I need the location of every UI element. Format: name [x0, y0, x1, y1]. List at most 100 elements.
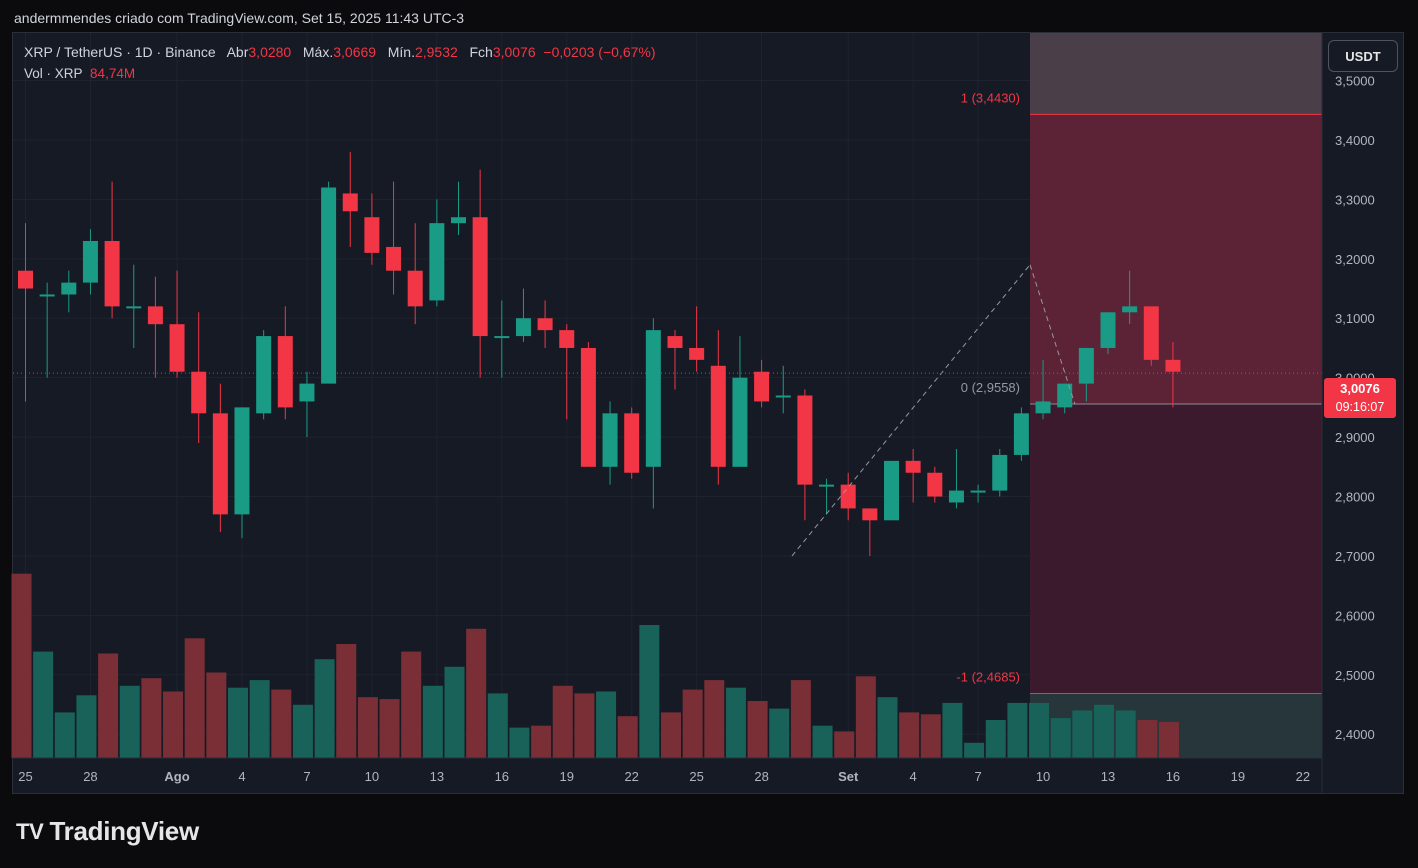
volume-bar [617, 716, 638, 758]
time-tick-label: 4 [238, 769, 245, 784]
candle-body [775, 395, 791, 398]
symbol-label[interactable]: XRP / TetherUS · 1D · Binance [24, 44, 216, 60]
volume-bar [249, 680, 270, 758]
candles [18, 151, 1181, 556]
fib-level-label: -1 (2,4685) [956, 670, 1020, 685]
volume-bar [964, 742, 985, 758]
volume-bar [899, 712, 920, 758]
last-price-tag: 3,0076 09:16:07 [1324, 378, 1396, 418]
volume-bar [184, 638, 205, 758]
time-tick-label: Set [838, 769, 859, 784]
candle-body [1057, 383, 1073, 408]
volume-bar [379, 699, 400, 758]
price-tick-label: 2,5000 [1335, 668, 1375, 683]
volume-bar [98, 653, 119, 758]
candle-body [580, 347, 596, 467]
open-value: 3,0280 [248, 44, 292, 60]
candle-body [429, 223, 445, 301]
volume-bar [76, 695, 97, 758]
volume-bar [1072, 710, 1093, 758]
candle-body [256, 336, 272, 414]
candle-body [927, 472, 943, 497]
fib-level-label: 1 (3,4430) [961, 90, 1020, 105]
trend-line [1029, 264, 1076, 405]
candle-body [515, 318, 531, 337]
time-tick-label: 19 [1231, 769, 1245, 784]
candle-body [104, 240, 120, 307]
volume-bar [985, 720, 1006, 758]
candle-body [191, 371, 207, 414]
volume-bar [1115, 710, 1136, 758]
candle-body [451, 217, 466, 224]
time-tick-label: 22 [1296, 769, 1310, 784]
tradingview-logo-text: TradingView [49, 816, 200, 846]
volume-bar [1050, 718, 1071, 758]
tradingview-logo[interactable]: TV TradingView [16, 816, 199, 847]
volume-bar [812, 725, 833, 758]
candle-body [710, 365, 726, 467]
candle-body [1013, 413, 1029, 455]
volume-bar [444, 666, 465, 758]
volume-bar [682, 689, 703, 758]
volume-bar [877, 697, 898, 758]
overlays [13, 264, 1322, 557]
volume-bar [141, 678, 162, 758]
chart-caption: andermmendes criado com TradingView.com,… [14, 10, 465, 26]
volume-bar [206, 672, 227, 758]
candle-body [732, 377, 748, 467]
bar-countdown: 09:16:07 [1335, 400, 1385, 414]
candle-body [472, 217, 488, 337]
candle-body [624, 413, 640, 473]
fib-level-label: 0 (2,9558) [961, 380, 1020, 395]
time-tick-label: 13 [430, 769, 444, 784]
high-label: Máx. [302, 44, 334, 60]
candle-body [537, 318, 553, 331]
low-label: Mín. [387, 44, 415, 60]
time-tick-label: Ago [164, 769, 189, 784]
price-tick-label: 3,2000 [1335, 252, 1375, 267]
candle-body [126, 306, 142, 309]
volume-label[interactable]: Vol · XRP [24, 66, 83, 81]
time-tick-label: 7 [303, 769, 310, 784]
candle-body [299, 383, 315, 402]
candle-body [82, 240, 98, 283]
fibonacci-tool: 1 (3,4430) 0 (2,9558) -1 (2,4685) [956, 33, 1322, 758]
time-tick-label: 16 [1166, 769, 1180, 784]
close-value: 3,0076 [492, 44, 536, 60]
last-price-value: 3,0076 [1340, 381, 1380, 396]
volume-bar [747, 701, 768, 758]
volume-bar [119, 685, 140, 758]
volume-bar [834, 731, 855, 758]
price-tick-label: 2,7000 [1335, 549, 1375, 564]
time-tick-label: 4 [910, 769, 917, 784]
candle-body [321, 187, 337, 384]
candle-body [169, 324, 185, 372]
candle-body [342, 193, 358, 212]
candle-body [1122, 306, 1138, 313]
time-tick-label: 19 [560, 769, 574, 784]
candle-body [840, 484, 856, 509]
candle-body [386, 246, 402, 271]
volume-bar [725, 687, 746, 758]
close-label: Fch [469, 44, 493, 60]
candle-body [645, 330, 661, 467]
candle-body [212, 413, 228, 515]
volume-bar [271, 689, 292, 758]
candle-body [797, 395, 813, 485]
currency-button[interactable]: USDT [1328, 40, 1398, 72]
tradingview-logo-icon: TV [16, 818, 44, 844]
fib-zone-top [1030, 33, 1322, 115]
candle-body [364, 217, 380, 253]
high-value: 3,0669 [333, 44, 377, 60]
volume-bar [1007, 702, 1028, 758]
volume-bar [314, 659, 335, 758]
candle-body [1100, 312, 1116, 348]
volume-bar [487, 693, 508, 758]
volume-bar [401, 651, 422, 758]
ohlc-legend: XRP / TetherUS · 1D · Binance Abr3,0280 … [24, 44, 656, 60]
candle-body [819, 484, 835, 487]
volume-bar [639, 625, 660, 758]
time-tick-label: 7 [974, 769, 981, 784]
candle-body [147, 306, 163, 325]
